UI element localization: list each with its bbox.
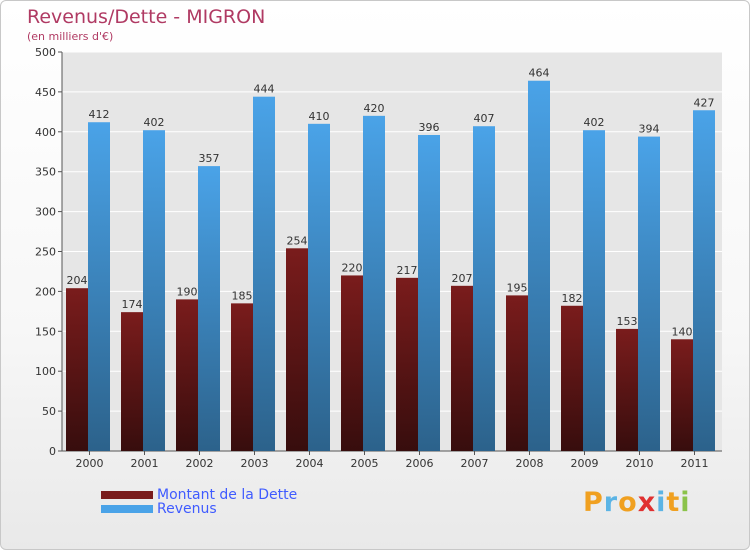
bar-debt [616, 328, 638, 451]
proxiti-logo: Proxiti [583, 487, 691, 518]
x-tick-label: 2010 [626, 457, 654, 470]
logo-letter: x [637, 487, 657, 518]
legend-swatch-revenue [101, 505, 153, 513]
legend-label-revenue: Revenus [157, 501, 217, 517]
bar-revenue [693, 110, 715, 451]
legend-label-debt: Montant de la Dette [157, 487, 298, 503]
bar-debt [231, 303, 253, 451]
x-tick-label: 2001 [131, 457, 159, 470]
bar-revenue [308, 123, 330, 451]
x-tick-label: 2011 [681, 457, 709, 470]
y-tick-label: 400 [35, 126, 56, 139]
data-label-revenue: 396 [419, 121, 440, 134]
x-tick-label: 2002 [186, 457, 214, 470]
bar-revenue [583, 130, 605, 452]
x-tick-label: 2000 [76, 457, 104, 470]
logo-letter: o [618, 487, 638, 518]
data-label-debt: 182 [562, 292, 583, 305]
y-tick-label: 350 [35, 166, 56, 179]
bar-debt [561, 305, 583, 451]
bar-debt [671, 339, 693, 451]
bar-revenue [88, 122, 110, 451]
data-label-revenue: 410 [309, 110, 330, 123]
data-label-debt: 190 [177, 285, 198, 298]
y-tick-label: 0 [49, 445, 56, 458]
y-tick-label: 500 [35, 46, 56, 59]
data-label-debt: 220 [342, 261, 363, 274]
y-tick-label: 100 [35, 365, 56, 378]
logo-letter: i [656, 487, 667, 518]
legend-item-revenue: Revenus [101, 501, 217, 517]
y-tick-label: 200 [35, 285, 56, 298]
data-label-revenue: 444 [254, 83, 275, 96]
bar-revenue [528, 80, 550, 451]
logo-letter: t [666, 487, 681, 518]
chart-title: Revenus/Dette - MIGRON [27, 6, 266, 28]
data-label-debt: 140 [672, 325, 693, 338]
data-label-revenue: 464 [529, 67, 550, 80]
x-tick-label: 2006 [406, 457, 434, 470]
bar-debt [341, 275, 363, 451]
data-label-revenue: 420 [364, 102, 385, 115]
data-label-debt: 153 [617, 315, 638, 328]
y-tick-label: 50 [42, 405, 56, 418]
x-tick-label: 2003 [241, 457, 269, 470]
data-label-revenue: 394 [639, 123, 660, 136]
bar-debt [121, 312, 143, 451]
data-label-revenue: 357 [199, 152, 220, 165]
bar-debt [176, 299, 198, 451]
x-tick-label: 2008 [516, 457, 544, 470]
x-tick-label: 2004 [296, 457, 324, 470]
data-label-revenue: 402 [584, 116, 605, 129]
data-label-revenue: 427 [694, 96, 715, 109]
legend-swatch-debt [101, 491, 153, 499]
y-tick-label: 300 [35, 206, 56, 219]
data-label-debt: 207 [452, 272, 473, 285]
bar-revenue [143, 130, 165, 452]
bar-revenue [418, 134, 440, 451]
x-tick-label: 2007 [461, 457, 489, 470]
x-tick-label: 2005 [351, 457, 379, 470]
y-tick-label: 250 [35, 246, 56, 259]
y-tick-label: 450 [35, 86, 56, 99]
bar-debt [286, 248, 308, 451]
legend-item-debt: Montant de la Dette [101, 487, 298, 503]
chart-subtitle: (en milliers d'€) [27, 30, 114, 43]
bar-revenue [363, 115, 385, 451]
data-label-debt: 204 [67, 274, 88, 287]
data-label-debt: 174 [122, 298, 143, 311]
data-label-debt: 195 [507, 281, 528, 294]
data-label-revenue: 407 [474, 112, 495, 125]
logo-letter: P [583, 487, 604, 518]
bar-revenue [253, 96, 275, 452]
bar-debt [506, 295, 528, 451]
bar-revenue [198, 166, 220, 451]
bar-debt [451, 285, 473, 451]
logo-letter: i [680, 487, 691, 518]
data-label-debt: 185 [232, 289, 253, 302]
data-label-debt: 217 [397, 264, 418, 277]
bar-debt [66, 288, 88, 451]
data-label-revenue: 412 [89, 108, 110, 121]
data-label-debt: 254 [287, 234, 308, 247]
bar-revenue [473, 126, 495, 452]
data-label-revenue: 402 [144, 116, 165, 129]
y-tick-label: 150 [35, 325, 56, 338]
logo-letter: r [603, 487, 619, 518]
x-tick-label: 2009 [571, 457, 599, 470]
bar-revenue [638, 136, 660, 451]
bar-debt [396, 277, 418, 451]
